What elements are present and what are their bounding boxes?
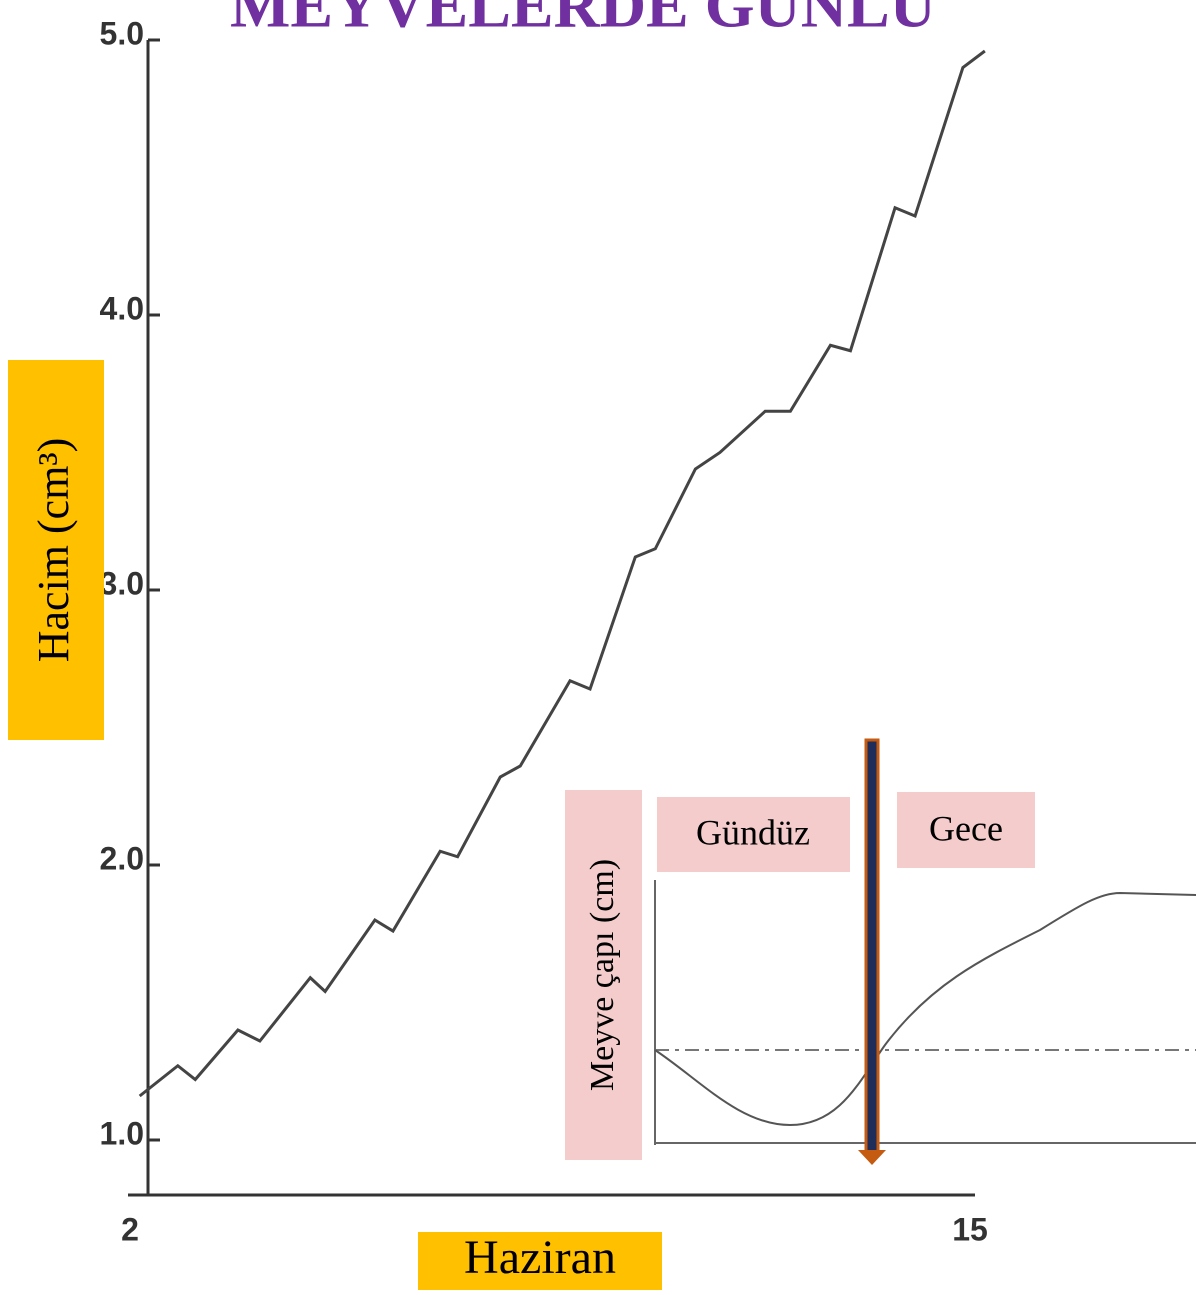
y-tick-label: 2.0 bbox=[100, 840, 144, 876]
x-label-box bbox=[418, 1232, 662, 1290]
data-line bbox=[138, 49, 986, 1098]
arrow-head bbox=[858, 1150, 886, 1165]
night-label: Gece bbox=[929, 808, 1003, 848]
day-box bbox=[657, 797, 850, 872]
y-axis-label: Hacim (cm³) bbox=[29, 438, 78, 663]
y-tick-label: 1.0 bbox=[100, 1115, 144, 1151]
inset-y-label: Meyve çapı (cm) bbox=[584, 859, 621, 1091]
inset-y-label-box bbox=[565, 790, 642, 1160]
inset: Meyve çapı (cm) Gündüz Gece bbox=[565, 738, 1196, 1165]
day-label: Gündüz bbox=[696, 812, 810, 852]
x-axis-label: Haziran bbox=[464, 1231, 616, 1284]
slide-title: MEYVELERDE GÜNLÜ bbox=[230, 0, 936, 41]
night-box bbox=[897, 792, 1035, 868]
divider-arrow bbox=[864, 738, 880, 1154]
x-tick-label: 2 bbox=[121, 1211, 139, 1247]
inset-curve bbox=[654, 891, 1196, 1127]
y-tick-label: 4.0 bbox=[100, 290, 144, 326]
y-tick-label: 3.0 bbox=[100, 565, 144, 601]
y-label-box bbox=[8, 360, 104, 740]
x-tick-label: 15 bbox=[952, 1211, 988, 1247]
y-tick-label: 5.0 bbox=[100, 15, 144, 51]
plot: 1.0 2.0 3.0 4.0 5.0 2 15 bbox=[100, 15, 988, 1247]
